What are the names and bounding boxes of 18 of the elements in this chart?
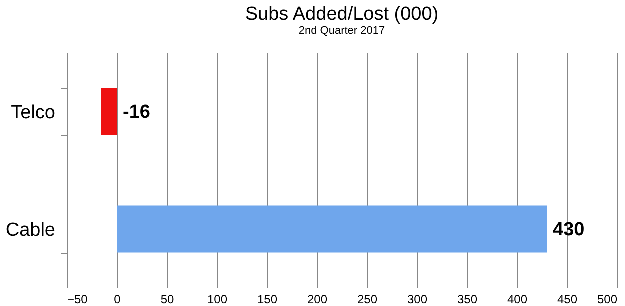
x-tick-label: 150: [257, 292, 278, 306]
x-tick-label: 350: [457, 292, 478, 306]
data-label: 430: [553, 219, 585, 240]
x-tick-label: 50: [160, 292, 174, 306]
x-tick-label: 250: [357, 292, 378, 306]
chart-subtitle: 2nd Quarter 2017: [298, 25, 386, 37]
data-label: -16: [123, 102, 150, 123]
y-tick-label: Telco: [11, 102, 56, 124]
y-tick-label: Cable: [6, 220, 56, 241]
x-tick-label: 0: [114, 292, 122, 306]
x-tick-label: 400: [507, 292, 528, 306]
x-tick-label: 100: [207, 292, 228, 306]
x-tick-label: 500: [597, 292, 618, 306]
chart-title: Subs Added/Lost (000): [245, 4, 439, 25]
x-tick-label: 300: [407, 292, 428, 306]
x-tick-label: 200: [307, 292, 328, 306]
x-tick-label: 450: [557, 292, 578, 306]
x-tick-label: −50: [68, 292, 88, 306]
